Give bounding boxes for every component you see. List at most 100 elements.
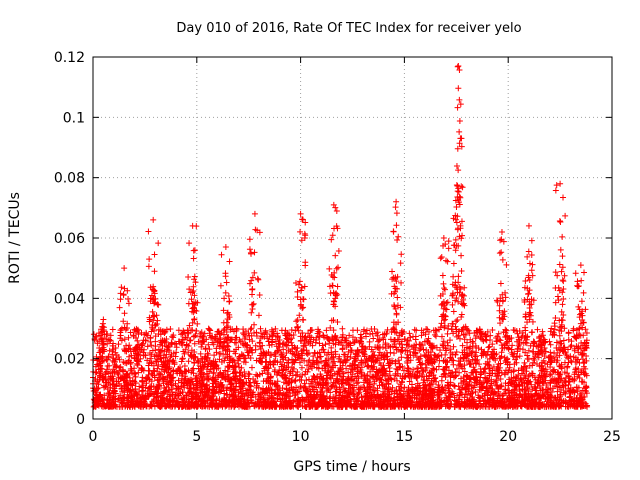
data-point: [315, 400, 322, 407]
data-point: [504, 344, 511, 351]
data-point: [403, 354, 410, 361]
data-point: [278, 372, 285, 379]
data-point: [288, 339, 295, 346]
data-point: [163, 351, 170, 358]
data-point: [281, 403, 288, 410]
data-point: [366, 343, 373, 350]
data-point: [442, 390, 449, 397]
data-point: [459, 342, 466, 349]
data-point: [327, 324, 334, 331]
data-point: [523, 368, 530, 375]
data-point: [317, 371, 324, 378]
data-point: [392, 305, 399, 312]
data-point: [556, 352, 563, 359]
data-point: [329, 364, 336, 371]
data-point: [219, 381, 226, 388]
data-point: [583, 352, 590, 359]
data-point: [551, 383, 558, 390]
data-point: [274, 334, 281, 341]
data-point: [449, 291, 456, 298]
data-point: [461, 349, 468, 356]
data-point: [248, 325, 255, 332]
data-point: [345, 341, 352, 348]
data-point: [231, 369, 238, 376]
data-point: [564, 354, 571, 361]
data-point: [249, 391, 256, 398]
data-point: [155, 346, 162, 353]
data-point: [470, 375, 477, 382]
data-point: [559, 277, 566, 284]
data-point: [277, 398, 284, 405]
data-point: [485, 376, 492, 383]
data-point: [94, 340, 101, 347]
data-point: [291, 397, 298, 404]
data-point: [557, 392, 564, 399]
data-point: [117, 392, 124, 399]
data-point: [497, 320, 504, 327]
data-point: [455, 279, 462, 286]
data-point: [191, 316, 198, 323]
data-point: [329, 354, 336, 361]
data-point: [446, 337, 453, 344]
data-point: [524, 384, 531, 391]
data-point: [547, 328, 554, 335]
data-point: [447, 346, 454, 353]
data-point: [374, 375, 381, 382]
data-point: [133, 345, 140, 352]
data-point: [262, 358, 269, 365]
data-point: [565, 336, 572, 343]
data-point: [560, 389, 567, 396]
data-point: [361, 326, 368, 333]
data-point: [498, 349, 505, 356]
data-point: [391, 302, 398, 309]
data-point: [438, 351, 445, 358]
data-point: [146, 376, 153, 383]
data-point: [125, 334, 132, 341]
data-point: [235, 389, 242, 396]
chart-title: Day 010 of 2016, Rate Of TEC Index for r…: [176, 21, 521, 36]
data-point: [442, 359, 449, 366]
data-point: [416, 341, 423, 348]
data-point: [191, 292, 198, 299]
data-point: [285, 339, 292, 346]
data-point: [168, 386, 175, 393]
data-point: [437, 347, 444, 354]
data-point: [401, 384, 408, 391]
data-point: [499, 345, 506, 352]
data-point: [331, 370, 338, 377]
data-point: [206, 326, 213, 333]
data-point: [559, 264, 566, 271]
data-point: [156, 370, 163, 377]
data-point: [371, 380, 378, 387]
data-point: [170, 334, 177, 341]
data-point: [477, 333, 484, 340]
data-point: [327, 290, 334, 297]
data-point: [111, 359, 118, 366]
data-point: [547, 371, 554, 378]
data-point: [190, 283, 197, 290]
data-point: [562, 374, 569, 381]
data-point: [147, 334, 154, 341]
data-point: [277, 358, 284, 365]
data-point: [493, 338, 500, 345]
data-point: [444, 339, 451, 346]
data-point: [266, 342, 273, 349]
data-point: [579, 356, 586, 363]
data-point: [553, 339, 560, 346]
data-point: [313, 403, 320, 410]
data-point: [504, 359, 511, 366]
data-point: [296, 312, 303, 319]
data-point: [187, 351, 194, 358]
data-point: [339, 380, 346, 387]
data-point: [214, 339, 221, 346]
data-point: [144, 343, 151, 350]
data-point: [247, 382, 254, 389]
data-point: [524, 380, 531, 387]
data-point: [165, 343, 172, 350]
data-point: [491, 346, 498, 353]
data-point: [329, 273, 336, 280]
data-point: [188, 399, 195, 406]
data-point: [185, 358, 192, 365]
data-point: [296, 388, 303, 395]
data-point: [94, 361, 101, 368]
